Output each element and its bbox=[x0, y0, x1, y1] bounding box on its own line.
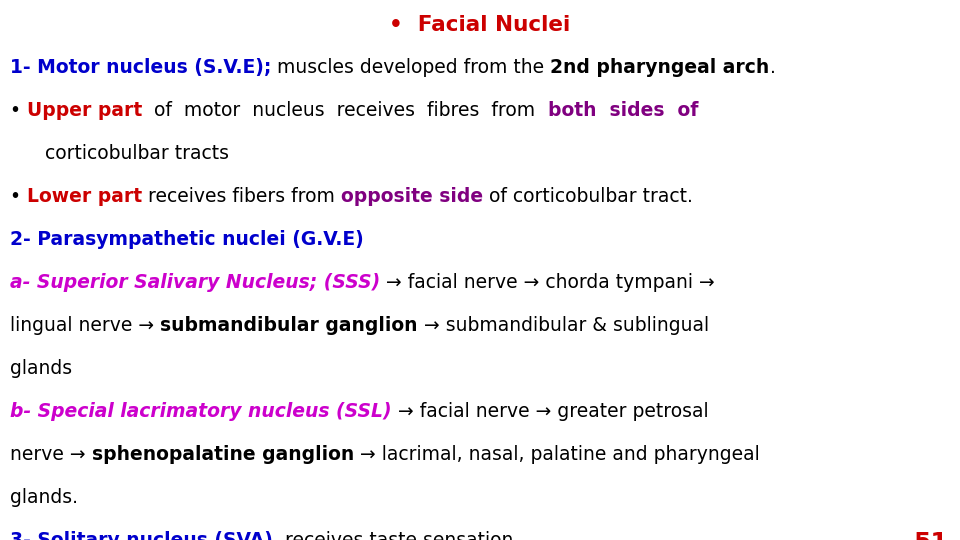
Text: of  motor  nucleus  receives  fibres  from: of motor nucleus receives fibres from bbox=[142, 101, 547, 120]
Text: → lacrimal, nasal, palatine and pharyngeal: → lacrimal, nasal, palatine and pharynge… bbox=[354, 445, 759, 464]
Text: .: . bbox=[770, 58, 776, 77]
Text: lingual nerve →: lingual nerve → bbox=[10, 316, 160, 335]
Text: glands: glands bbox=[10, 359, 72, 378]
Text: submandibular ganglion: submandibular ganglion bbox=[160, 316, 418, 335]
Text: both  sides  of: both sides of bbox=[547, 101, 698, 120]
Text: receives fibers from: receives fibers from bbox=[142, 187, 341, 206]
Text: sphenopalatine ganglion: sphenopalatine ganglion bbox=[91, 445, 354, 464]
Text: a- Superior Salivary Nucleus; (SSS): a- Superior Salivary Nucleus; (SSS) bbox=[10, 273, 380, 292]
Text: of corticobulbar tract.: of corticobulbar tract. bbox=[483, 187, 693, 206]
Text: 3- Solitary nucleus (SVA): 3- Solitary nucleus (SVA) bbox=[10, 531, 273, 540]
Text: •: • bbox=[10, 101, 27, 120]
Text: opposite side: opposite side bbox=[341, 187, 483, 206]
Text: Upper part: Upper part bbox=[27, 101, 142, 120]
Text: •: • bbox=[10, 187, 27, 206]
Text: → facial nerve → chorda tympani →: → facial nerve → chorda tympani → bbox=[380, 273, 715, 292]
Text: muscles developed from the: muscles developed from the bbox=[272, 58, 550, 77]
Text: 2nd pharyngeal arch: 2nd pharyngeal arch bbox=[550, 58, 770, 77]
Text: corticobulbar tracts: corticobulbar tracts bbox=[45, 144, 229, 163]
Text: 2- Parasympathetic nuclei (G.V.E): 2- Parasympathetic nuclei (G.V.E) bbox=[10, 230, 364, 249]
Text: •  Facial Nuclei: • Facial Nuclei bbox=[390, 15, 570, 35]
Text: → submandibular & sublingual: → submandibular & sublingual bbox=[418, 316, 708, 335]
Text: glands.: glands. bbox=[10, 488, 78, 507]
Text: b- Special lacrimatory nucleus (SSL): b- Special lacrimatory nucleus (SSL) bbox=[10, 402, 392, 421]
Text: 51: 51 bbox=[913, 531, 948, 540]
Text: → facial nerve → greater petrosal: → facial nerve → greater petrosal bbox=[392, 402, 708, 421]
Text: , receives taste sensation.: , receives taste sensation. bbox=[273, 531, 519, 540]
Text: 1- Motor nucleus (S.V.E);: 1- Motor nucleus (S.V.E); bbox=[10, 58, 272, 77]
Text: nerve →: nerve → bbox=[10, 445, 91, 464]
Text: Lower part: Lower part bbox=[27, 187, 142, 206]
